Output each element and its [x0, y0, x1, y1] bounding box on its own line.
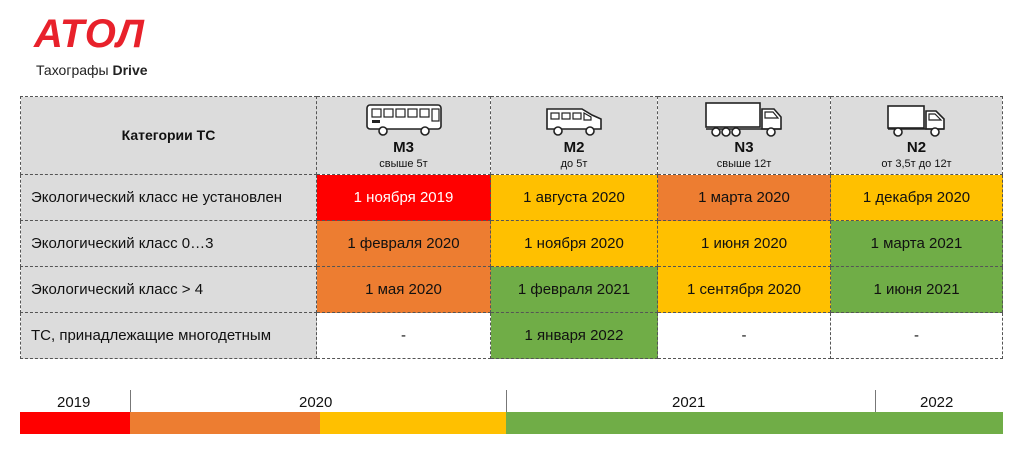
timeline-segment-2021-2022 — [506, 412, 1003, 434]
timeline-divider — [506, 390, 507, 412]
table-row: Экологический класс 0…3 1 февраля 2020 1… — [20, 220, 1003, 267]
heavy-truck-icon — [705, 102, 782, 137]
date-cell: 1 мая 2020 — [316, 266, 491, 313]
table-row: Экологический класс > 4 1 мая 2020 1 фев… — [20, 266, 1003, 313]
timeline-segment-2020-late — [320, 412, 506, 434]
table-row: Экологический класс не установлен 1 нояб… — [20, 174, 1003, 221]
category-n3-header: N3 свыше 12т — [657, 96, 831, 175]
deadline-table: Категории ТС M3 свыше 5т — [20, 96, 1003, 359]
date-cell: 1 ноября 2019 — [316, 174, 491, 221]
header-title: Категории ТС — [121, 127, 216, 143]
category-code: N2 — [906, 139, 927, 156]
date-cell: 1 марта 2020 — [657, 174, 831, 221]
date-cell: 1 февраля 2020 — [316, 220, 491, 267]
atol-logo: АТОЛ Тахографы Drive — [34, 12, 148, 78]
timeline-year-label: 2020 — [299, 394, 333, 411]
logo-subtitle: Тахографы Drive — [36, 62, 148, 78]
category-m3-header: M3 свыше 5т — [316, 96, 491, 175]
category-code: M3 — [393, 139, 414, 156]
date-cell: 1 марта 2021 — [830, 220, 1003, 267]
category-n2-header: N2 от 3,5т до 12т — [830, 96, 1003, 175]
timeline-segment-2020-early — [130, 412, 320, 434]
logo-sub-prefix: Тахографы — [36, 62, 113, 78]
date-cell: 1 января 2022 — [490, 312, 658, 359]
timeline-year-label: 2021 — [672, 394, 706, 411]
timeline-divider — [875, 390, 876, 412]
medium-truck-icon — [886, 105, 945, 137]
logo-sub-brand: Drive — [112, 62, 148, 78]
row-label: Экологический класс 0…3 — [20, 220, 317, 267]
date-cell: 1 августа 2020 — [490, 174, 658, 221]
category-code: M2 — [563, 139, 585, 156]
row-label: ТС, принадлежащие многодетным — [20, 312, 317, 359]
category-weight: до 5т — [560, 158, 588, 170]
timeline-year-label: 2022 — [920, 394, 954, 411]
category-m2-header: M2 до 5т — [490, 96, 658, 175]
table-header-row: Категории ТС M3 свыше 5т — [20, 96, 1003, 175]
category-weight: от 3,5т до 12т — [881, 158, 952, 170]
header-title-cell: Категории ТС — [20, 96, 317, 175]
row-label: Экологический класс > 4 — [20, 266, 317, 313]
date-cell: 1 июня 2020 — [657, 220, 831, 267]
date-cell: - — [830, 312, 1003, 359]
date-cell: - — [657, 312, 831, 359]
row-label: Экологический класс не установлен — [20, 174, 317, 221]
timeline-segment-2019 — [20, 412, 130, 434]
date-cell: 1 июня 2021 — [830, 266, 1003, 313]
logo-wordmark: АТОЛ — [34, 12, 145, 56]
year-timeline: 2019 2020 2021 2022 — [20, 384, 1003, 434]
category-code: N3 — [734, 139, 754, 156]
date-cell: 1 ноября 2020 — [490, 220, 658, 267]
date-cell: 1 сентября 2020 — [657, 266, 831, 313]
table-row: ТС, принадлежащие многодетным - 1 января… — [20, 312, 1003, 359]
bus-icon — [365, 104, 442, 136]
date-cell: - — [316, 312, 491, 359]
category-weight: свыше 12т — [716, 158, 772, 170]
minibus-icon — [546, 108, 602, 136]
timeline-divider — [130, 390, 131, 412]
date-cell: 1 февраля 2021 — [490, 266, 658, 313]
timeline-year-label: 2019 — [57, 394, 91, 411]
category-weight: свыше 5т — [379, 158, 428, 170]
date-cell: 1 декабря 2020 — [830, 174, 1003, 221]
